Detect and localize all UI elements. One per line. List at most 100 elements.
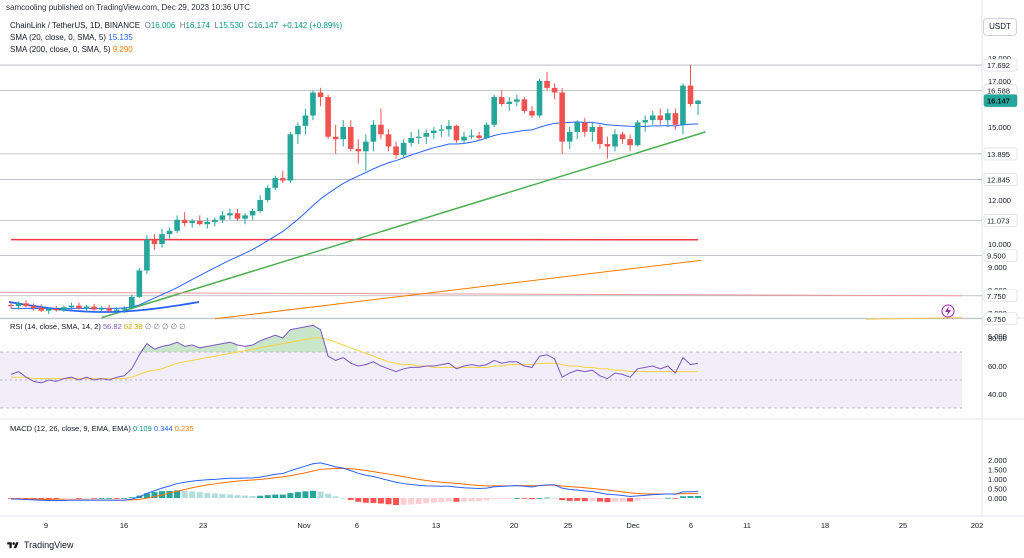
candle-body — [8, 304, 14, 307]
currency-button[interactable]: USDT — [983, 18, 1017, 36]
tradingview-logo-icon — [7, 541, 19, 548]
ohlc-close-label: C — [247, 21, 254, 30]
symbol-name[interactable]: ChainLink / TetherUS, 1D, BINANCE — [10, 21, 141, 30]
candle-body — [189, 220, 195, 224]
candle-body — [98, 308, 105, 310]
ohlc-low-value: 15.530 — [218, 21, 244, 30]
macd-histogram-bar — [355, 498, 362, 502]
candle-body — [287, 134, 294, 181]
candle-body — [23, 303, 29, 307]
macd-histogram-bar — [143, 493, 150, 498]
macd-signal-line — [10, 467, 699, 501]
macd-histogram-bar — [38, 498, 45, 499]
rsi-band — [0, 351, 962, 409]
time-tick-label: 25 — [899, 521, 907, 530]
macd-histogram-bar — [498, 498, 505, 499]
candle-body — [234, 213, 241, 219]
macd-histogram-bar — [279, 494, 286, 498]
candle-body — [363, 141, 369, 152]
macd-histogram-bar — [151, 492, 158, 498]
macd-histogram-bar — [438, 498, 445, 502]
macd-histogram-bar — [453, 498, 460, 502]
ohlc-open-label: O — [144, 21, 151, 30]
candle-body — [574, 122, 581, 132]
macd-histogram-bar — [332, 496, 339, 498]
rsi-extra-values: ∅ ∅ ∅ ∅ ∅ — [144, 322, 186, 331]
macd-histogram-bar — [211, 493, 218, 498]
macd-histogram-bar — [75, 498, 82, 499]
rsi-axis-label: 80.00 — [988, 334, 1007, 343]
macd-line-value: 0.344 — [153, 424, 173, 433]
macd-histogram-bar — [106, 498, 113, 499]
time-tick-label: Nov — [297, 521, 311, 530]
trend-lines — [0, 131, 963, 319]
macd-histogram-bar — [657, 498, 664, 499]
rsi-axis-label: 40.00 — [988, 390, 1007, 399]
horizontal-levels — [0, 64, 982, 320]
candle-body — [408, 137, 414, 143]
macd-hist-value: 0.109 — [132, 424, 152, 433]
macd-histogram-bar — [604, 498, 611, 503]
price-level-badge — [983, 249, 1018, 262]
candle-body — [498, 97, 505, 104]
sma20-legend-row[interactable]: SMA (20, close, 0, SMA, 5) 15.135 — [10, 32, 342, 44]
candle-body — [242, 215, 248, 219]
price-level-label: 16.588 — [987, 86, 1010, 95]
price-tick-label: 9.000 — [988, 263, 1007, 272]
candle-body — [415, 136, 422, 138]
rsi-legend[interactable]: RSI (14, close, SMA, 14, 2) 56.82 52.38 … — [10, 322, 186, 331]
candle-body — [257, 200, 263, 211]
candle-body — [280, 178, 286, 181]
macd-histogram-bar — [581, 498, 588, 502]
candle-body — [91, 306, 97, 310]
price-level-label: 11.073 — [987, 216, 1009, 225]
candle-body — [302, 115, 309, 126]
candle-body — [272, 178, 279, 188]
candle-body — [196, 220, 203, 225]
candle-body — [129, 296, 135, 309]
macd-histogram-bar — [513, 498, 520, 499]
candle-body — [151, 239, 158, 244]
candle-body — [219, 215, 226, 220]
price-level-label: 9.500 — [987, 252, 1006, 261]
macd-histogram-bar — [310, 490, 316, 498]
chart-legend: ChainLink / TetherUS, 1D, BINANCE O16.00… — [10, 20, 342, 56]
macd-histogram-bar — [181, 490, 188, 498]
macd-histogram-bar — [400, 498, 407, 505]
candle-body — [521, 99, 528, 111]
candle-body — [627, 139, 633, 146]
time-tick-label: 16 — [120, 521, 128, 530]
price-level-badge — [983, 312, 1018, 326]
lightning-icon-glyph — [945, 306, 951, 316]
candle-body — [166, 230, 173, 235]
candle-body — [619, 134, 626, 140]
macd-line — [10, 462, 699, 502]
price-level-label: 13.895 — [987, 150, 1010, 159]
sma200-legend-row[interactable]: SMA (200, close, 0, SMA, 5) 9.290 — [10, 44, 342, 56]
sma20-line — [11, 121, 699, 309]
macd-histogram-bar — [695, 495, 702, 498]
macd-legend[interactable]: MACD (12, 26, close, 9, EMA, EMA) 0.109 … — [10, 424, 194, 433]
candle-body — [680, 85, 686, 125]
macd-histogram-bar — [642, 498, 649, 500]
macd-histogram-bar — [53, 498, 60, 499]
rsi-line — [10, 324, 699, 384]
macd-histogram-bar — [340, 497, 347, 499]
macd-histogram-bar — [521, 498, 528, 499]
macd-histogram-bar — [679, 496, 686, 498]
candle-body — [340, 127, 346, 140]
candle-body — [317, 92, 324, 98]
price-level-label: 12.845 — [987, 175, 1010, 184]
macd-histogram-bar — [249, 495, 256, 498]
macd-histogram-bar — [189, 491, 196, 498]
macd-axis-label: 0.000 — [988, 494, 1007, 503]
macd-histogram-bar — [377, 498, 384, 504]
time-tick-label: 13 — [432, 521, 440, 530]
candle-body — [672, 113, 679, 125]
macd-histogram-bar — [506, 498, 513, 499]
price-level-badge — [983, 214, 1018, 227]
macd-histogram-bar — [294, 492, 301, 498]
macd-histogram-bar — [596, 498, 603, 502]
macd-histogram-bar — [45, 498, 52, 499]
